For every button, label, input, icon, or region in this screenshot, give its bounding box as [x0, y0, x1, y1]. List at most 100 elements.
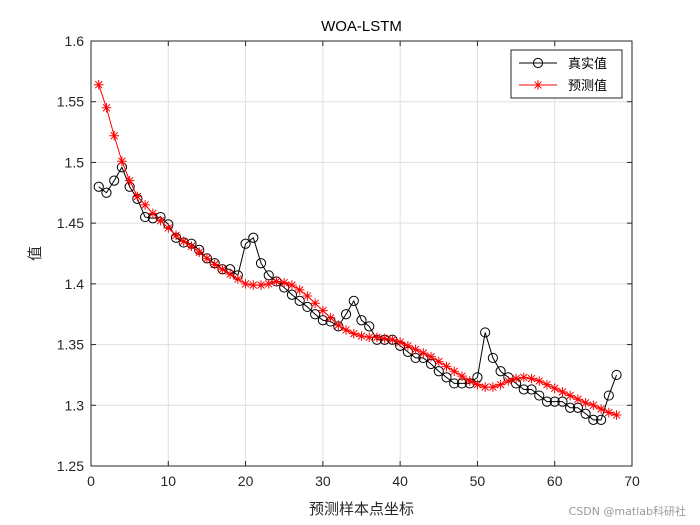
data-point — [302, 291, 313, 301]
data-point — [588, 414, 599, 425]
data-point — [340, 309, 352, 320]
data-point — [410, 344, 421, 355]
data-point — [472, 379, 483, 390]
data-point — [603, 390, 614, 401]
y-tick-label: 1.3 — [65, 397, 85, 413]
legend-marker — [532, 57, 544, 69]
x-tick-label: 70 — [624, 473, 640, 489]
data-point — [542, 379, 552, 390]
data-point — [117, 156, 127, 167]
data-point — [364, 332, 375, 343]
y-tick-label: 1.45 — [57, 215, 84, 231]
data-point — [511, 373, 521, 384]
data-point — [318, 305, 328, 316]
data-point — [487, 352, 498, 364]
data-point — [549, 383, 560, 394]
data-point — [526, 373, 537, 384]
x-tick-label: 0 — [87, 473, 95, 489]
data-point — [596, 404, 606, 414]
data-point — [503, 376, 514, 386]
data-point — [109, 130, 119, 141]
data-point — [387, 334, 398, 345]
data-point — [310, 298, 320, 309]
data-point — [101, 187, 112, 198]
data-point — [519, 372, 529, 383]
data-point — [155, 215, 166, 226]
data-point — [178, 236, 189, 247]
data-point — [348, 328, 359, 339]
data-point — [464, 376, 475, 386]
plot-area — [91, 41, 632, 466]
data-point — [148, 208, 158, 219]
data-point — [356, 315, 367, 326]
data-point — [286, 289, 298, 300]
data-point — [209, 259, 220, 270]
data-point — [418, 348, 429, 358]
data-point — [279, 277, 290, 288]
data-point — [441, 361, 452, 372]
data-point — [263, 279, 274, 289]
data-point — [124, 175, 135, 186]
plot-frame — [90, 40, 633, 467]
data-point — [372, 332, 382, 343]
grid-lines — [90, 40, 633, 467]
data-point — [140, 200, 150, 210]
data-point — [534, 390, 545, 401]
data-point — [611, 410, 622, 420]
legend-box — [510, 49, 623, 99]
y-axis-label: 值 — [26, 246, 44, 261]
data-point — [534, 376, 545, 386]
y-tick-label: 1.35 — [57, 337, 84, 353]
data-point — [495, 366, 506, 377]
x-tick-label: 20 — [238, 473, 254, 489]
legend-entry: 预测值 — [519, 78, 607, 94]
data-point — [549, 396, 560, 407]
data-point — [255, 258, 267, 269]
data-point — [433, 366, 444, 377]
x-tick-label: 40 — [392, 473, 408, 489]
data-point — [449, 378, 460, 389]
data-point — [225, 269, 235, 279]
data-point — [240, 238, 251, 249]
watermark: CSDN @matlab科研社 — [568, 505, 686, 518]
data-point — [526, 384, 537, 395]
data-point — [604, 407, 614, 418]
data-point — [341, 325, 351, 335]
y-tick-label: 1.55 — [57, 94, 84, 110]
data-point — [294, 285, 305, 295]
y-tick-label: 1.6 — [65, 33, 85, 49]
legend-entry: 真实值 — [519, 56, 607, 72]
data-point — [379, 333, 390, 344]
series-predicted — [93, 79, 622, 420]
data-point — [364, 321, 375, 332]
data-point — [480, 327, 491, 338]
axis-ticks: 0 10 20 30 40 50 60 70 1.25 1.3 1.35 1.4 1.45 1.5 1.55… — [57, 33, 640, 489]
data-point — [256, 280, 266, 290]
chart-title: WOA-LSTM — [321, 18, 402, 35]
legend-marker — [533, 80, 543, 90]
data-point — [449, 366, 460, 377]
legend-label: 预测值 — [568, 78, 607, 94]
data-point — [248, 232, 259, 243]
data-point — [202, 253, 212, 264]
x-tick-label: 10 — [160, 473, 176, 489]
data-point — [109, 175, 120, 186]
data-point — [557, 387, 568, 397]
data-point — [557, 396, 568, 407]
data-point — [403, 340, 413, 351]
data-point — [426, 351, 436, 362]
data-point — [441, 372, 452, 383]
data-point — [518, 384, 529, 395]
data-point — [233, 274, 243, 284]
x-tick-label: 60 — [547, 473, 563, 489]
x-tick-label: 50 — [470, 473, 486, 489]
data-point — [101, 102, 112, 113]
y-tick-label: 1.4 — [65, 276, 85, 292]
data-point — [541, 396, 553, 407]
data-point — [595, 414, 607, 425]
data-point — [186, 241, 197, 252]
data-point — [171, 230, 181, 241]
data-point — [333, 320, 344, 330]
